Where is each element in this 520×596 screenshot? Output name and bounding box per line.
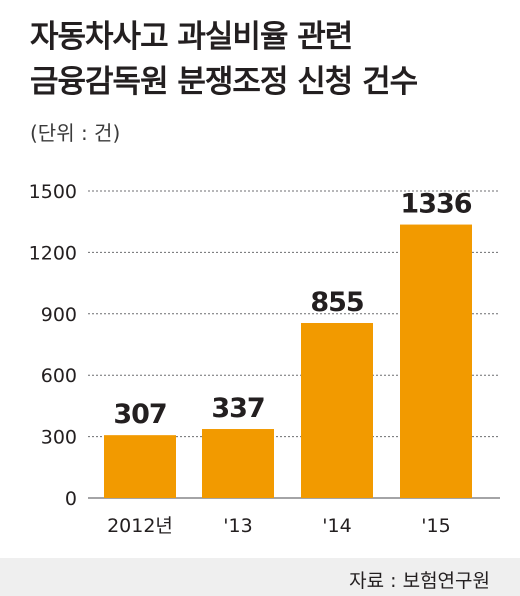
bars [104, 224, 472, 498]
y-tick-label: 300 [41, 427, 77, 449]
unit-label: (단위 : 건) [30, 121, 121, 145]
chart-title-line-1: 자동차사고 과실비율 관련 [30, 19, 353, 55]
data-label-0: 307 [113, 399, 166, 430]
data-label-2: 855 [310, 287, 363, 318]
source-note: 자료 : 보험연구원 [349, 570, 490, 592]
bar-0 [104, 435, 176, 498]
bar-1 [202, 429, 274, 498]
x-tick-label-0: 2012년 [107, 515, 173, 537]
footer-bar [0, 558, 520, 596]
y-tick-label: 0 [65, 488, 77, 510]
y-tick-label: 600 [41, 365, 77, 387]
x-tick-label-1: '13 [223, 515, 252, 537]
y-axis-tick-labels: 0 300 600 900 1200 1500 [29, 181, 77, 510]
y-tick-label: 1500 [29, 181, 77, 203]
data-labels: 307 337 855 1336 [113, 189, 472, 431]
x-tick-label-3: '15 [421, 515, 450, 537]
bar-3 [400, 224, 472, 498]
y-tick-label: 900 [41, 304, 77, 326]
x-axis-tick-labels: 2012년 '13 '14 '15 [107, 515, 451, 537]
bar-2 [301, 323, 373, 498]
y-tick-label: 1200 [29, 242, 77, 264]
chart-title-line-2: 금융감독원 분쟁조정 신청 건수 [30, 64, 418, 100]
data-label-3: 1336 [400, 189, 471, 220]
x-tick-label-2: '14 [322, 515, 351, 537]
data-label-1: 337 [211, 393, 264, 424]
